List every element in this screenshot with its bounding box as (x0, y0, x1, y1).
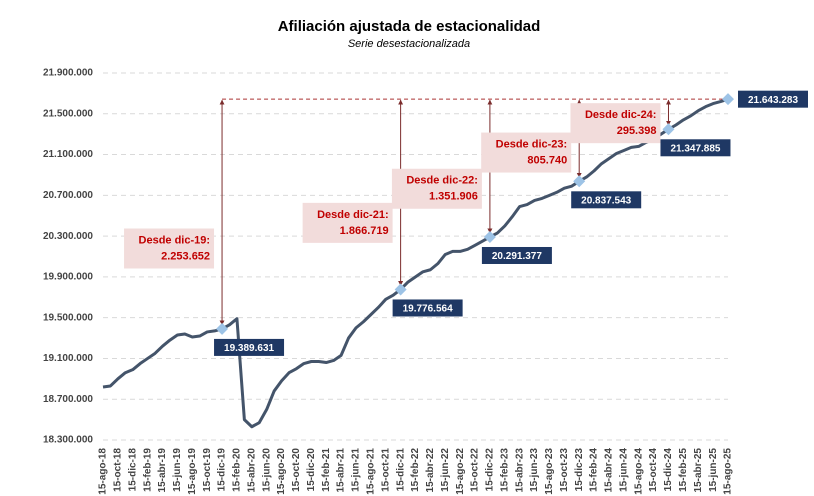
x-tick-label: 15-feb-25 (678, 448, 689, 492)
x-tick-label: 15-abr-20 (246, 448, 257, 493)
annotation-value: 805.740 (527, 154, 567, 166)
y-tick-label: 20.700.000 (43, 190, 93, 201)
x-tick-label: 15-dic-23 (574, 448, 585, 492)
point-marker (394, 283, 407, 296)
annotation-title: Desde dic-19: (139, 234, 211, 246)
x-tick-label: 15-oct-19 (202, 448, 213, 492)
x-tick-label: 15-dic-19 (217, 448, 228, 492)
x-tick-label: 15-feb-23 (499, 448, 510, 492)
data-label: 20.837.543 (581, 195, 631, 206)
point-marker (722, 93, 734, 106)
x-tick-label: 15-ago-19 (187, 448, 198, 495)
x-tick-label: 15-ago-21 (365, 448, 376, 495)
y-tick-label: 21.500.000 (43, 108, 93, 119)
x-tick-label: 15-ago-23 (544, 448, 555, 495)
x-tick-label: 15-dic-18 (127, 448, 138, 492)
point-marker (662, 123, 675, 136)
data-label: 19.776.564 (403, 304, 453, 315)
data-label: 21.643.283 (748, 95, 798, 106)
annotation-value: 295.398 (617, 125, 657, 137)
point-marker (573, 175, 586, 188)
data-label-box (660, 139, 731, 157)
data-label-box (481, 246, 552, 264)
x-tick-label: 15-ago-25 (723, 448, 734, 495)
chart-subtitle: Serie desestacionalizada (348, 38, 470, 50)
x-tick-label: 15-oct-24 (648, 448, 659, 492)
annotation-title: Desde dic-22: (406, 175, 478, 187)
x-tick-label: 15-ago-18 (98, 448, 109, 495)
y-tick-label: 18.700.000 (43, 394, 93, 405)
annotation-box (481, 132, 572, 173)
annotation-box (391, 168, 482, 209)
x-tick-label: 15-oct-23 (559, 448, 570, 492)
annotation-title: Desde dic-21: (317, 209, 389, 221)
x-tick-label: 15-jun-19 (172, 448, 183, 492)
point-marker (216, 322, 229, 335)
y-tick-label: 21.100.000 (43, 149, 93, 160)
x-tick-label: 15-oct-21 (380, 448, 391, 492)
data-label-box (392, 299, 463, 317)
x-tick-label: 15-abr-21 (336, 448, 347, 493)
x-tick-label: 15-jun-22 (440, 448, 451, 492)
x-tick-label: 15-feb-22 (410, 448, 421, 492)
x-tick-label: 15-feb-19 (142, 448, 153, 492)
x-tick-label: 15-dic-21 (395, 448, 406, 492)
series-line (102, 97, 729, 429)
x-tick-label: 15-dic-20 (306, 448, 317, 492)
x-tick-label: 15-oct-18 (113, 448, 124, 492)
data-label: 19.389.631 (224, 343, 274, 354)
x-tick-label: 15-abr-19 (157, 448, 168, 493)
annotation-box (570, 103, 661, 144)
annotation-title: Desde dic-24: (585, 109, 657, 121)
data-label-box (738, 90, 808, 108)
chart-title: Afiliación ajustada de estacionalidad (278, 18, 541, 35)
x-tick-label: 15-ago-24 (633, 448, 644, 495)
x-tick-label: 15-jun-23 (529, 448, 540, 492)
x-tick-label: 15-abr-23 (514, 448, 525, 493)
x-tick-label: 15-jun-20 (261, 448, 272, 492)
x-tick-label: 15-jun-25 (708, 448, 719, 492)
data-label: 21.347.885 (670, 143, 720, 154)
annotation-value: 1.351.906 (429, 191, 478, 203)
data-label-box (214, 338, 285, 356)
y-tick-label: 21.900.000 (43, 68, 93, 79)
data-label-box (571, 191, 642, 209)
x-tick-label: 15-jun-21 (351, 448, 362, 492)
x-tick-label: 15-dic-22 (485, 448, 496, 492)
annotation-box (302, 202, 393, 243)
x-tick-label: 15-abr-22 (425, 448, 436, 493)
x-tick-label: 15-ago-20 (276, 448, 287, 495)
annotation-box (124, 228, 215, 269)
x-tick-label: 15-feb-20 (232, 448, 243, 492)
y-tick-label: 19.100.000 (43, 353, 93, 364)
x-tick-label: 15-abr-25 (693, 448, 704, 493)
x-tick-label: 15-oct-22 (470, 448, 481, 492)
x-tick-label: 15-ago-22 (455, 448, 466, 495)
x-tick-label: 15-jun-24 (618, 448, 629, 492)
x-tick-label: 15-feb-21 (321, 448, 332, 492)
annotation-title: Desde dic-23: (496, 138, 568, 150)
y-tick-label: 18.300.000 (43, 435, 93, 446)
x-tick-label: 15-feb-24 (589, 448, 600, 492)
y-tick-label: 20.300.000 (43, 231, 93, 242)
x-tick-label: 15-oct-20 (291, 448, 302, 492)
y-tick-label: 19.500.000 (43, 312, 93, 323)
y-tick-label: 19.900.000 (43, 272, 93, 283)
annotation-value: 2.253.652 (161, 250, 210, 262)
point-marker (483, 230, 496, 243)
x-tick-label: 15-abr-24 (604, 448, 615, 493)
data-label: 20.291.377 (492, 251, 542, 262)
annotation-value: 1.866.719 (340, 225, 389, 237)
x-tick-label: 15-dic-24 (663, 448, 674, 492)
